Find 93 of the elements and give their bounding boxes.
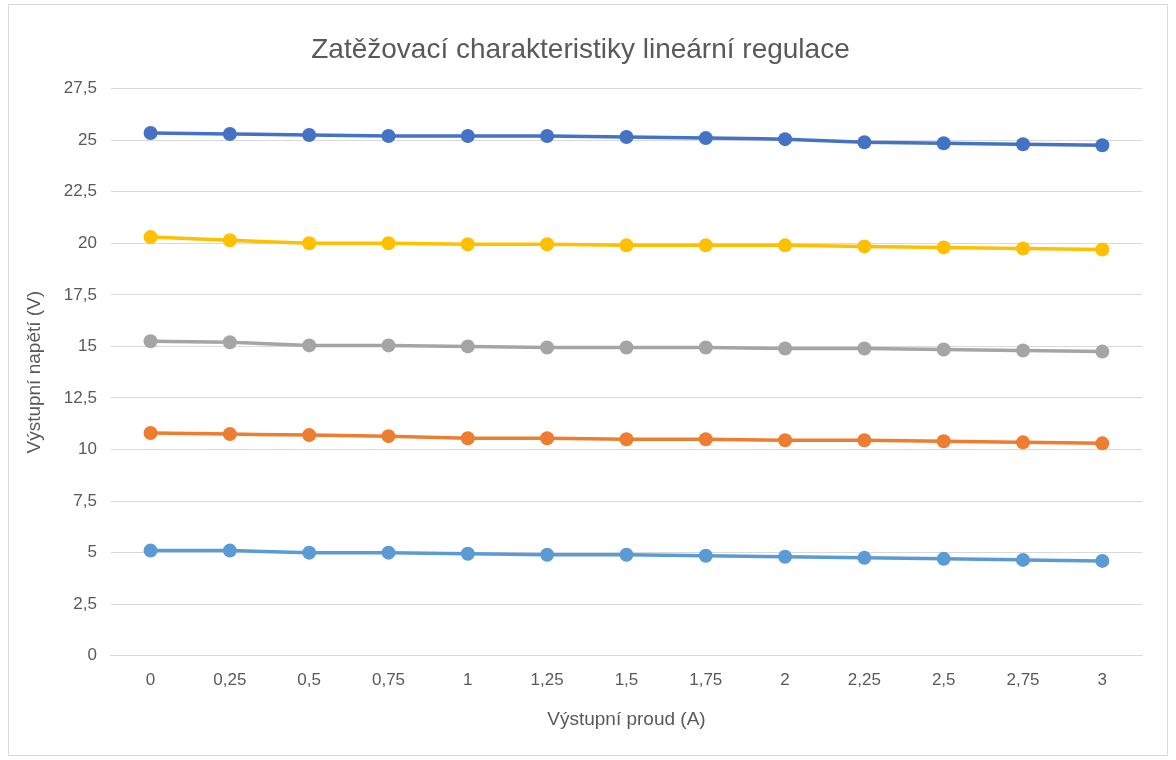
point — [302, 545, 317, 560]
point — [222, 233, 237, 248]
point — [222, 543, 237, 558]
point — [857, 239, 872, 254]
x-tick-label: 3 — [1097, 669, 1108, 689]
point — [619, 130, 634, 145]
x-tick-label: 2 — [780, 669, 790, 689]
point — [936, 136, 951, 151]
point — [460, 129, 475, 144]
point — [381, 545, 396, 560]
point — [857, 433, 872, 448]
point — [619, 238, 634, 253]
point — [143, 230, 158, 245]
x-tick-label: 1,5 — [614, 669, 639, 689]
y-tick-label: 22,5 — [63, 181, 97, 201]
point — [1095, 242, 1110, 257]
x-tick-label: 2,75 — [1006, 669, 1040, 689]
x-tick-label: 2,5 — [931, 669, 956, 689]
point — [460, 237, 475, 252]
point — [1095, 553, 1110, 568]
point — [143, 334, 158, 349]
point — [778, 238, 793, 253]
point — [302, 428, 317, 443]
point — [1016, 343, 1031, 358]
point — [1095, 436, 1110, 451]
point — [698, 548, 713, 563]
point — [778, 132, 793, 147]
point — [698, 238, 713, 253]
point — [1095, 344, 1110, 359]
y-axis-title: Výstupní napětí (V) — [22, 290, 44, 454]
point — [778, 341, 793, 356]
point — [1016, 552, 1031, 567]
point — [460, 431, 475, 446]
x-tick-label: 0,25 — [213, 669, 247, 689]
point — [1095, 138, 1110, 153]
y-tick-label: 15 — [77, 336, 97, 356]
point — [698, 131, 713, 146]
point — [619, 547, 634, 562]
point — [698, 340, 713, 355]
x-tick-label: 1,25 — [530, 669, 564, 689]
point — [936, 551, 951, 566]
point — [1016, 435, 1031, 450]
point — [857, 135, 872, 150]
x-tick-label: 0 — [145, 669, 156, 689]
point — [540, 237, 555, 252]
point — [222, 427, 237, 442]
y-tick-label: 20 — [77, 232, 97, 252]
point — [698, 432, 713, 447]
point — [1016, 241, 1031, 256]
point — [460, 546, 475, 561]
point — [540, 431, 555, 446]
x-tick-label: 1 — [463, 669, 473, 689]
x-tick-label: 1,75 — [689, 669, 723, 689]
y-tick-label: 12,5 — [63, 387, 97, 407]
y-tick-label: 27,5 — [63, 78, 97, 98]
point — [302, 236, 317, 251]
point — [381, 236, 396, 251]
y-tick-label: 5 — [87, 542, 97, 562]
y-tick-label: 17,5 — [63, 284, 97, 304]
point — [540, 129, 555, 144]
point — [143, 543, 158, 558]
point — [619, 340, 634, 355]
point — [857, 341, 872, 356]
y-tick-label: 7,5 — [73, 490, 97, 510]
point — [143, 426, 158, 441]
y-tick-label: 0 — [87, 645, 97, 665]
point — [936, 434, 951, 449]
point — [460, 339, 475, 354]
x-tick-label: 0,75 — [371, 669, 406, 689]
point — [857, 550, 872, 565]
point — [302, 338, 317, 353]
point — [381, 129, 396, 144]
y-tick-label: 10 — [77, 439, 97, 459]
point — [778, 433, 793, 448]
point — [619, 432, 634, 447]
point — [778, 549, 793, 564]
y-tick-label: 2,5 — [73, 593, 97, 613]
point — [936, 342, 951, 357]
point — [381, 338, 396, 353]
point — [222, 126, 237, 141]
point — [936, 240, 951, 255]
point — [540, 340, 555, 355]
y-tick-label: 25 — [77, 129, 97, 149]
point — [302, 128, 317, 143]
x-tick-label: 2,25 — [847, 669, 881, 689]
x-axis-title: Výstupní proud (A) — [547, 707, 706, 729]
point — [1016, 137, 1031, 152]
point — [143, 125, 158, 140]
x-tick-label: 0,5 — [297, 669, 321, 689]
point — [540, 547, 555, 562]
point — [381, 429, 396, 444]
point — [222, 335, 237, 350]
chart-title: Zatěžovací charakteristiky lineární regulace — [311, 32, 850, 64]
